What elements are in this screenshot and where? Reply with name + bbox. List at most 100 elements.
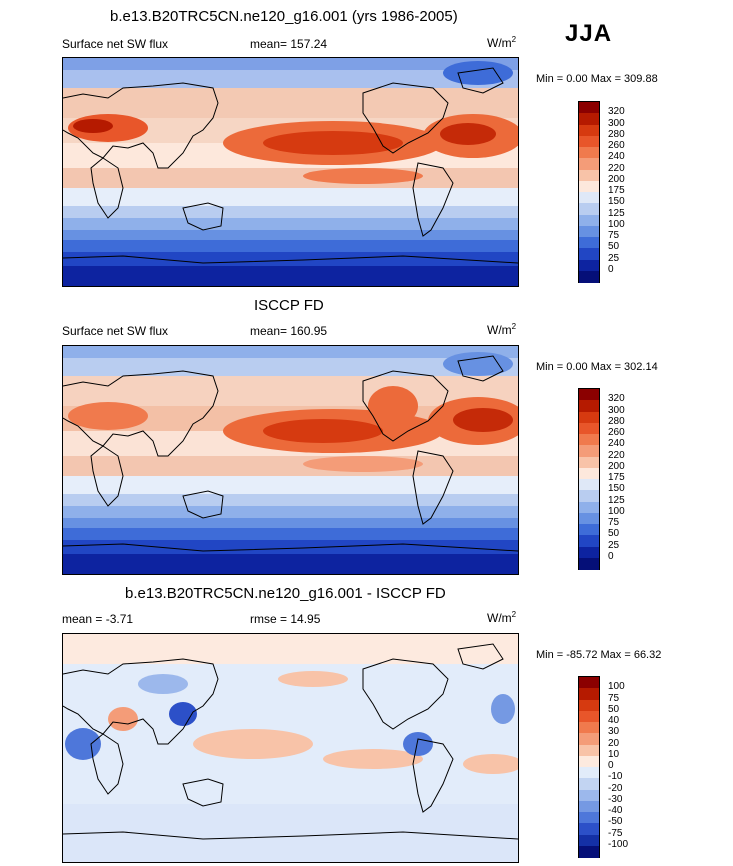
colorbar-tick-label: 300 — [608, 117, 625, 129]
colorbar-cell — [579, 688, 599, 700]
colorbar-tick-label: 50 — [608, 528, 620, 540]
colorbar-cell — [579, 203, 599, 215]
colorbar-cell — [579, 546, 599, 559]
panel2-title: ISCCP FD — [254, 297, 324, 314]
colorbar-cell — [579, 467, 599, 480]
colorbar-cell — [579, 800, 599, 813]
colorbar-cell — [579, 845, 599, 858]
antarctica-outline — [63, 255, 518, 264]
colorbar-tick-label: -20 — [608, 782, 623, 794]
panel2-minmax: Min = 0.00 Max = 302.14 — [536, 361, 658, 373]
colorbar-tick-label: -100 — [608, 838, 629, 850]
colorbar-cell — [579, 812, 599, 824]
colorbar-cell — [579, 434, 599, 446]
panel3-map-svg — [63, 634, 518, 862]
panel1-map — [62, 57, 519, 287]
colorbar-cell — [579, 722, 599, 734]
colorbar-tick-label: 0 — [608, 550, 614, 562]
africa-outline — [90, 157, 124, 219]
colorbar-cell — [579, 389, 599, 401]
colorbar-tick-label: 280 — [608, 128, 625, 140]
colorbar-cell — [579, 214, 599, 227]
colorbar-cell — [579, 789, 599, 802]
greenland-outline — [457, 67, 504, 94]
colorbar-tick-label: 100 — [608, 681, 625, 693]
colorbar-tick-label: 0 — [608, 760, 614, 771]
colorbar-tick-label: 25 — [608, 252, 620, 264]
colorbar-tick-label: 75 — [608, 692, 620, 704]
colorbar-cell — [579, 158, 599, 170]
colorbar-cell — [579, 479, 599, 491]
south-america-outline — [412, 162, 454, 237]
colorbar-cell — [579, 557, 599, 570]
colorbar-tick-label: 75 — [608, 230, 620, 241]
colorbar-cell — [579, 270, 599, 283]
colorbar-tick-label: 150 — [608, 483, 625, 495]
colorbar-cell — [579, 180, 599, 193]
colorbar-tick-label: 280 — [608, 415, 625, 427]
colorbar-tick-label: 150 — [608, 196, 625, 208]
colorbar-tick-label: 200 — [608, 173, 625, 185]
panel1-minmax: Min = 0.00 Max = 309.88 — [536, 73, 658, 85]
colorbar-cell — [579, 778, 599, 790]
colorbar-tick-label: 30 — [608, 726, 620, 738]
colorbar-tick-label: 10 — [608, 748, 620, 760]
colorbar-cell — [579, 113, 599, 125]
panel1-variable: Surface net SW flux — [62, 37, 169, 51]
colorbar-cell — [579, 169, 599, 182]
colorbar-tick-label: 100 — [608, 218, 625, 230]
colorbar-tick-label: 220 — [608, 162, 625, 174]
colorbar-tick-label: 40 — [608, 715, 620, 726]
colorbar-tick-label: -50 — [608, 816, 623, 828]
colorbar-cell — [579, 677, 599, 689]
colorbar-cell — [579, 411, 599, 424]
colorbar-cell — [579, 400, 599, 412]
colorbar-tick-label: 200 — [608, 460, 625, 472]
colorbar-tick-label: 0 — [608, 263, 614, 275]
colorbar-cell — [579, 512, 599, 525]
colorbar-cell — [579, 147, 599, 159]
colorbar-tick-label: 20 — [608, 737, 620, 749]
colorbar-cell — [579, 237, 599, 249]
australia-outline — [182, 202, 224, 231]
colorbar-cell — [579, 259, 599, 272]
colorbar-tick-label: 240 — [608, 438, 625, 450]
colorbar-cell — [579, 192, 599, 204]
colorbar-cell — [579, 767, 599, 779]
panel1-title: b.e13.B20TRC5CN.ne120_g16.001 (yrs 1986-… — [110, 8, 458, 25]
panel1-units: W/m2 — [487, 35, 517, 50]
colorbar-tick-label: 260 — [608, 427, 625, 438]
colorbar-tick-label: 260 — [608, 140, 625, 151]
colorbar-cell — [579, 823, 599, 835]
colorbar-tick-label: 240 — [608, 151, 625, 163]
colorbar-cell — [579, 755, 599, 768]
panel2-map — [62, 345, 519, 575]
colorbar-tick-label: 300 — [608, 404, 625, 416]
colorbar-cell — [579, 535, 599, 547]
panel3-title: b.e13.B20TRC5CN.ne120_g16.001 - ISCCP FD — [125, 585, 446, 602]
panel2-mean: mean= 160.95 — [250, 324, 328, 338]
panel3-map — [62, 633, 519, 863]
colorbar-cell — [579, 699, 599, 712]
colorbar-tick-label: 125 — [608, 494, 625, 506]
colorbar-cell — [579, 733, 599, 745]
panel2-units: W/m2 — [487, 322, 517, 337]
season-label: JJA — [565, 20, 613, 47]
panel1-map-svg — [63, 58, 518, 286]
colorbar-tick-label: 50 — [608, 241, 620, 253]
eurasia-outline — [63, 82, 219, 169]
colorbar-cell — [579, 248, 599, 260]
panel2-variable: Surface net SW flux — [62, 324, 169, 338]
colorbar-tick-label: 25 — [608, 539, 620, 551]
colorbar-cell — [579, 135, 599, 148]
colorbar-tick-label: 175 — [608, 472, 625, 483]
panel3-colorbar — [578, 676, 600, 858]
colorbar-tick-label: 75 — [608, 517, 620, 528]
north-america-outline — [362, 82, 449, 154]
colorbar-tick-label: -75 — [608, 827, 623, 839]
colorbar-cell — [579, 225, 599, 238]
colorbar-cell — [579, 124, 599, 137]
colorbar-cell — [579, 524, 599, 536]
colorbar-tick-label: 175 — [608, 185, 625, 196]
colorbar-tick-label: 50 — [608, 703, 620, 715]
